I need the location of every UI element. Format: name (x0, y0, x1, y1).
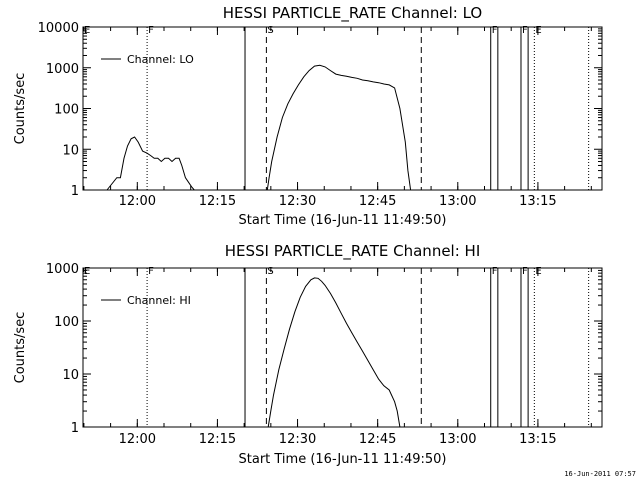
y-tick-label: 1 (71, 184, 79, 199)
event-marker-label: S (267, 266, 273, 277)
x-axis-label: Start Time (16-Jun-11 11:49:50) (239, 452, 447, 467)
chart-title: HESSI PARTICLE_RATE Channel: HI (225, 242, 481, 261)
x-tick-label: 13:00 (439, 194, 476, 209)
x-tick-label: 12:30 (279, 432, 316, 447)
x-axis-label: Start Time (16-Jun-11 11:49:50) (239, 213, 447, 228)
x-tick-label: 12:45 (359, 432, 396, 447)
footer-timestamp: 16-Jun-2011 07:57 (564, 470, 636, 478)
y-axis-label: Counts/sec (13, 73, 28, 145)
event-marker-label: F (492, 25, 498, 36)
x-tick-label: 12:00 (119, 194, 156, 209)
y-tick-label: 10 (62, 143, 79, 158)
event-marker-label: F (522, 266, 528, 277)
event-marker-label: F (492, 266, 498, 277)
event-marker-label: E (535, 266, 541, 277)
event-marker-label: E (84, 266, 90, 277)
event-marker-label: E (535, 25, 541, 36)
legend-label: Channel: LO (127, 53, 194, 66)
x-tick-label: 13:15 (519, 432, 556, 447)
y-tick-label: 100 (54, 315, 79, 330)
x-tick-label: 12:45 (359, 194, 396, 209)
series-line (267, 277, 401, 428)
x-tick-label: 12:00 (119, 432, 156, 447)
y-tick-label: 10 (62, 368, 79, 383)
event-marker-label: S (267, 25, 273, 36)
series-line (106, 64, 412, 191)
y-tick-label: 100 (54, 103, 79, 118)
event-marker-label: F (148, 25, 154, 36)
y-axis-label: Counts/sec (13, 312, 28, 384)
x-tick-label: 12:15 (199, 194, 236, 209)
y-tick-label: 1000 (46, 262, 79, 277)
plot-frame (82, 26, 603, 191)
y-tick-label: 1 (71, 421, 79, 436)
event-marker-label: E (84, 25, 90, 36)
y-tick-label: 10000 (38, 21, 79, 36)
x-tick-label: 12:15 (199, 432, 236, 447)
x-tick-label: 12:30 (279, 194, 316, 209)
event-marker-label: F (148, 266, 154, 277)
y-tick-label: 1000 (46, 62, 79, 77)
plot-frame (82, 267, 603, 428)
event-marker-label: F (522, 25, 528, 36)
x-tick-label: 13:15 (519, 194, 556, 209)
legend-label: Channel: HI (127, 294, 191, 307)
chart-title: HESSI PARTICLE_RATE Channel: LO (223, 4, 482, 23)
x-tick-label: 13:00 (439, 432, 476, 447)
